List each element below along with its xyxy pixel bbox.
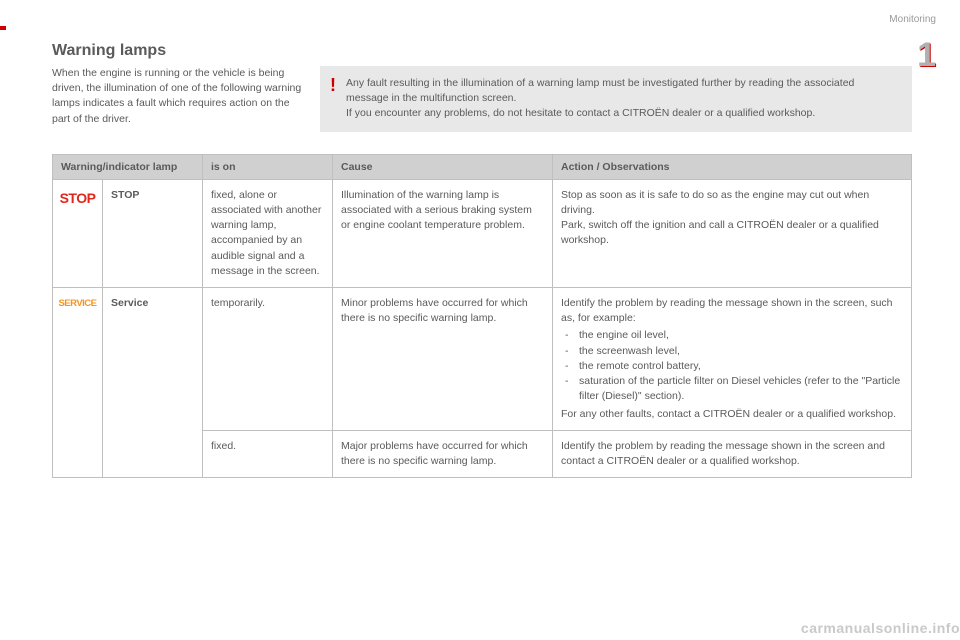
table-header-row: Warning/indicator lamp is on Cause Actio… [53,154,912,179]
chapter-number: 1 [917,36,936,75]
table-row: STOP STOP fixed, alone or associated wit… [53,179,912,287]
col-action: Action / Observations [553,154,912,179]
callout-box: ! Any fault resulting in the illuminatio… [320,66,912,132]
stop-action-l1: Stop as soon as it is safe to do so as t… [561,189,869,216]
section-label: Monitoring [889,14,936,25]
stop-lamp-name: STOP [103,179,203,287]
service1-action-intro: Identify the problem by reading the mess… [561,297,893,324]
page-title: Warning lamps [52,42,912,60]
warning-lamps-table: Warning/indicator lamp is on Cause Actio… [52,154,912,479]
stop-action-l2: Park, switch off the ignition and call a… [561,219,879,246]
service1-cause: Minor problems have occurred for which t… [333,287,553,430]
service1-action: Identify the problem by reading the mess… [553,287,912,430]
accent-bar [0,26,6,30]
stop-ison: fixed, alone or associated with another … [203,179,333,287]
page-content: Warning lamps When the engine is running… [52,42,912,478]
service2-action: Identify the problem by reading the mess… [553,430,912,477]
intro-row: When the engine is running or the vehicl… [52,66,912,132]
stop-icon: STOP [60,190,96,206]
service2-cause: Major problems have occurred for which t… [333,430,553,477]
watermark: carmanualsonline.info [801,620,960,636]
warning-icon: ! [330,76,336,94]
list-item: the engine oil level, [561,328,903,343]
service-lamp-name: Service [103,287,203,477]
service1-ison: temporarily. [203,287,333,430]
callout-line2: If you encounter any problems, do not he… [346,107,815,119]
col-cause: Cause [333,154,553,179]
stop-lamp-icon-cell: STOP [53,179,103,287]
stop-action: Stop as soon as it is safe to do so as t… [553,179,912,287]
col-lamp: Warning/indicator lamp [53,154,203,179]
intro-text: When the engine is running or the vehicl… [52,66,302,127]
col-ison: is on [203,154,333,179]
service-icon: SERVICE [58,298,96,309]
list-item: saturation of the particle filter on Die… [561,374,903,404]
table-row: SERVICE Service temporarily. Minor probl… [53,287,912,430]
list-item: the remote control battery, [561,359,903,374]
service1-bullets: the engine oil level, the screenwash lev… [561,328,903,404]
list-item: the screenwash level, [561,344,903,359]
service1-action-outro: For any other faults, contact a CITROËN … [561,408,896,420]
callout-line1: Any fault resulting in the illumination … [346,77,854,104]
stop-cause: Illumination of the warning lamp is asso… [333,179,553,287]
callout-text: Any fault resulting in the illumination … [346,76,898,122]
service-lamp-icon-cell: SERVICE [53,287,103,477]
service2-ison: fixed. [203,430,333,477]
